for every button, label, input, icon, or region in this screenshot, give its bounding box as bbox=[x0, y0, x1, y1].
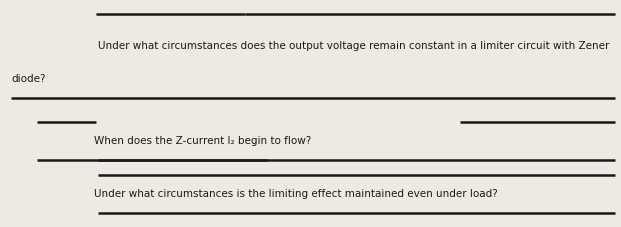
Text: Under what circumstances does the output voltage remain constant in a limiter ci: Under what circumstances does the output… bbox=[98, 40, 609, 50]
Text: diode?: diode? bbox=[11, 73, 46, 83]
Text: Under what circumstances is the limiting effect maintained even under load?: Under what circumstances is the limiting… bbox=[94, 188, 498, 198]
Text: When does the Z-current I₂ begin to flow?: When does the Z-current I₂ begin to flow… bbox=[94, 136, 312, 146]
